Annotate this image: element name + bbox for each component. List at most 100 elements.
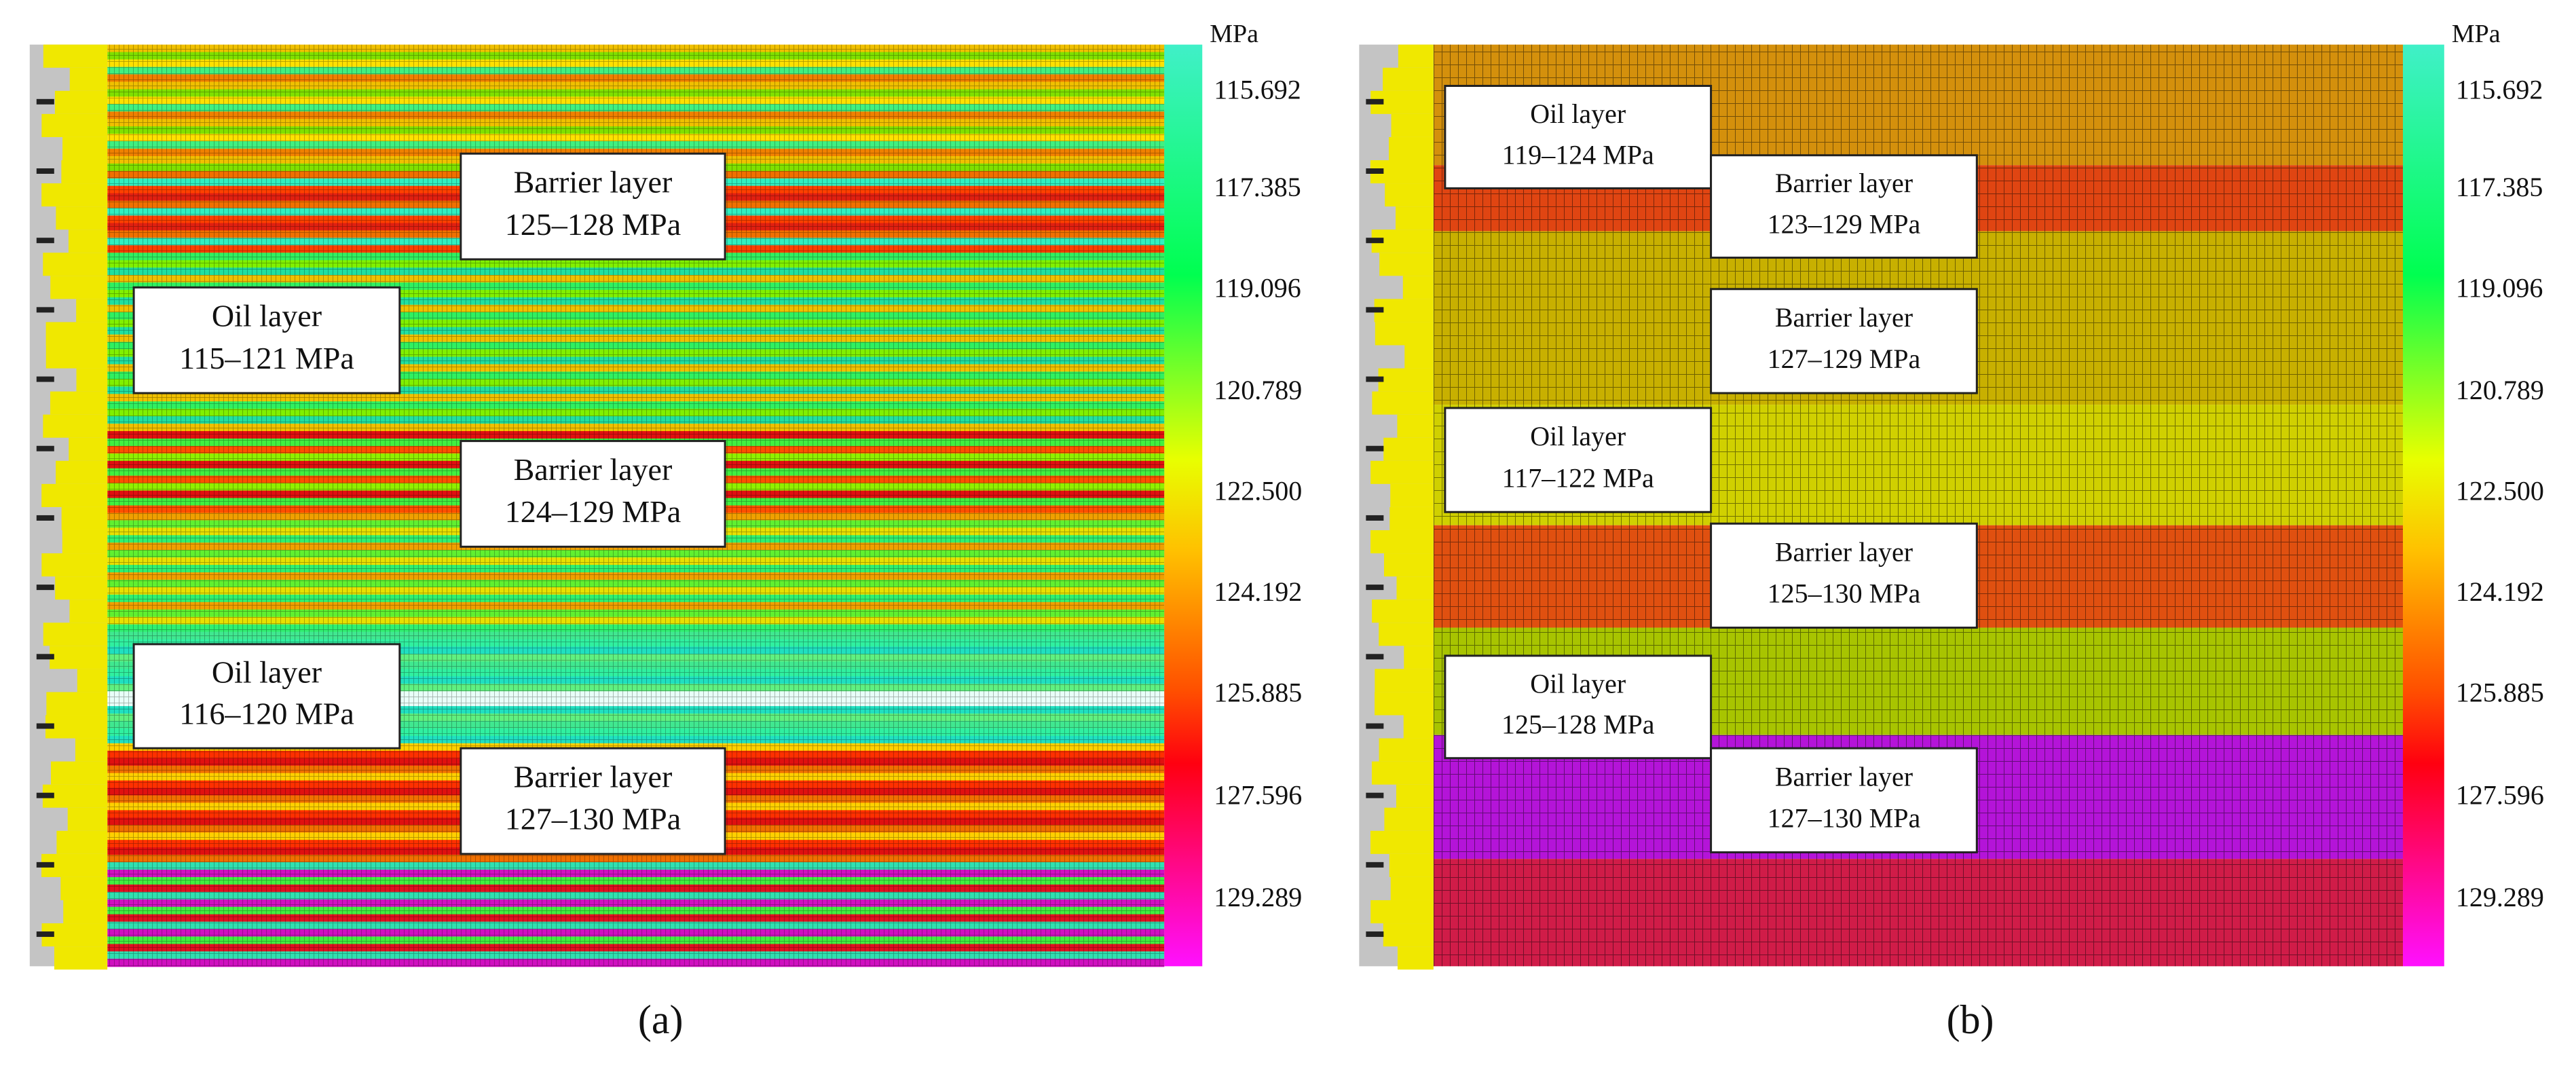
- lithology-sand: [61, 506, 108, 530]
- lithology-sand: [1397, 414, 1434, 438]
- annotation-name: Barrier layer: [1775, 302, 1913, 333]
- lithology-sand: [43, 253, 108, 276]
- lithology-mark: [1366, 307, 1384, 313]
- colorbar-tick-label: 119.096: [2456, 272, 2543, 303]
- lithology-sand: [1375, 322, 1434, 346]
- lithology-sand: [1370, 530, 1434, 554]
- lithology-sand: [54, 90, 108, 114]
- colorbar-tick-label: 117.385: [1214, 172, 1301, 202]
- lithology-sand: [1374, 299, 1434, 322]
- colorbar: [1164, 44, 1203, 967]
- colorbar: [2403, 44, 2444, 967]
- lithology-mark: [36, 723, 54, 729]
- colorbar-tick-label: 129.289: [1214, 882, 1302, 912]
- lithology-sand: [1370, 900, 1434, 924]
- annotation-box: [1710, 154, 1978, 259]
- colorbar-tick-label: 127.596: [1214, 779, 1302, 810]
- lithology-sand: [1370, 460, 1434, 484]
- lithology-sand: [1396, 784, 1434, 808]
- colorbar-tick-label: 125.885: [1214, 677, 1302, 707]
- lithology-sand: [43, 414, 108, 438]
- lithology-sand: [1370, 830, 1434, 854]
- lithology-mark: [36, 168, 54, 174]
- lithology-mark: [1366, 654, 1384, 660]
- annotation-name: Oil layer: [1530, 98, 1626, 129]
- annotation-name: Barrier layer: [514, 452, 673, 487]
- colorbar-tick-label: 120.789: [1214, 375, 1302, 405]
- lithology-mark: [36, 238, 54, 244]
- annotation-range: 123–129 MPa: [1768, 208, 1921, 239]
- colorbar-tick-label: 125.885: [2456, 677, 2544, 707]
- lithology-sand: [1389, 506, 1434, 530]
- colorbar-tick-label: 119.096: [1214, 272, 1301, 303]
- annotation-box: [460, 440, 726, 548]
- lithology-sand: [1383, 437, 1434, 461]
- lithology-sand: [1383, 67, 1434, 91]
- lithology-sand: [54, 946, 108, 970]
- lithology-sand: [61, 160, 108, 184]
- lithology-mark: [1366, 168, 1384, 174]
- annotation-box: [1444, 407, 1713, 513]
- lithology-sand: [1372, 599, 1434, 623]
- lithology-mark: [36, 862, 54, 868]
- lithology-mark: [1366, 792, 1384, 798]
- colorbar-tick-label: 120.789: [2456, 375, 2544, 405]
- colorbar-tick-label: 129.289: [2456, 882, 2544, 912]
- colorbar-tick-label: 124.192: [1214, 576, 1302, 607]
- lithology-sand: [45, 345, 108, 369]
- annotation-box: [1710, 522, 1978, 629]
- lithology-sand: [75, 738, 108, 762]
- lithology-sand: [69, 437, 108, 461]
- lithology-sand: [67, 807, 108, 831]
- lithology-sand: [63, 900, 108, 924]
- lithology-mark: [36, 792, 54, 798]
- colorbar-tick-label: 122.500: [2456, 476, 2544, 506]
- annotation-box: [132, 286, 401, 394]
- lithology-sand: [1397, 946, 1434, 970]
- lithology-sand: [56, 206, 108, 230]
- lithology-sand: [50, 646, 108, 669]
- lithology-sand: [1398, 44, 1434, 68]
- annotation-range: 117–122 MPa: [1502, 462, 1654, 493]
- lithology-mark: [1366, 585, 1384, 591]
- annotation-range: 127–129 MPa: [1768, 344, 1921, 374]
- lithology-mark: [36, 515, 54, 521]
- annotation-range: 125–128 MPa: [505, 207, 681, 242]
- annotation-name: Barrier layer: [514, 165, 673, 200]
- colorbar-tick-label: 115.692: [1214, 74, 1301, 105]
- lithology-sand: [45, 715, 108, 739]
- lithology-sand: [1383, 923, 1434, 947]
- panel: MPa 115.692 117.385 119.096 120.789 122.500 12…: [1359, 20, 2544, 1042]
- panel-label: (a): [638, 997, 684, 1042]
- lithology-mark: [1366, 238, 1384, 244]
- lithology-sand: [43, 44, 108, 68]
- lithology-sand: [1375, 692, 1434, 716]
- lithology-sand: [1396, 206, 1434, 230]
- lithology-sand: [56, 830, 108, 854]
- lithology-mark: [1366, 723, 1384, 729]
- lithology-sand: [76, 299, 108, 322]
- lithology-sand: [1385, 183, 1434, 207]
- colorbar-unit: MPa: [1210, 20, 1258, 48]
- lithology-sand: [1390, 876, 1434, 900]
- lithology-sand: [62, 136, 108, 161]
- annotation-box: [1710, 288, 1978, 394]
- lithology-mark: [36, 654, 54, 660]
- annotation-range: 124–129 MPa: [505, 494, 681, 529]
- lithology-mark: [36, 98, 54, 105]
- lithology-mark: [1366, 376, 1384, 382]
- lithology-sand: [43, 623, 108, 646]
- lithology-mark: [36, 445, 54, 451]
- annotation-name: Oil layer: [1530, 668, 1626, 699]
- lithology-sand: [1389, 136, 1434, 161]
- annotation-name: Barrier layer: [514, 759, 673, 794]
- annotation-box: [1444, 85, 1713, 189]
- panel-label: (b): [1947, 997, 1994, 1042]
- colorbar-tick-label: 117.385: [2456, 172, 2543, 202]
- lithology-sand: [77, 669, 108, 692]
- lithology-sand: [56, 460, 108, 484]
- annotation-range: 116–120 MPa: [179, 697, 354, 731]
- annotation-box: [132, 643, 401, 749]
- lithology-mark: [1366, 862, 1384, 868]
- lithology-sand: [1384, 807, 1434, 831]
